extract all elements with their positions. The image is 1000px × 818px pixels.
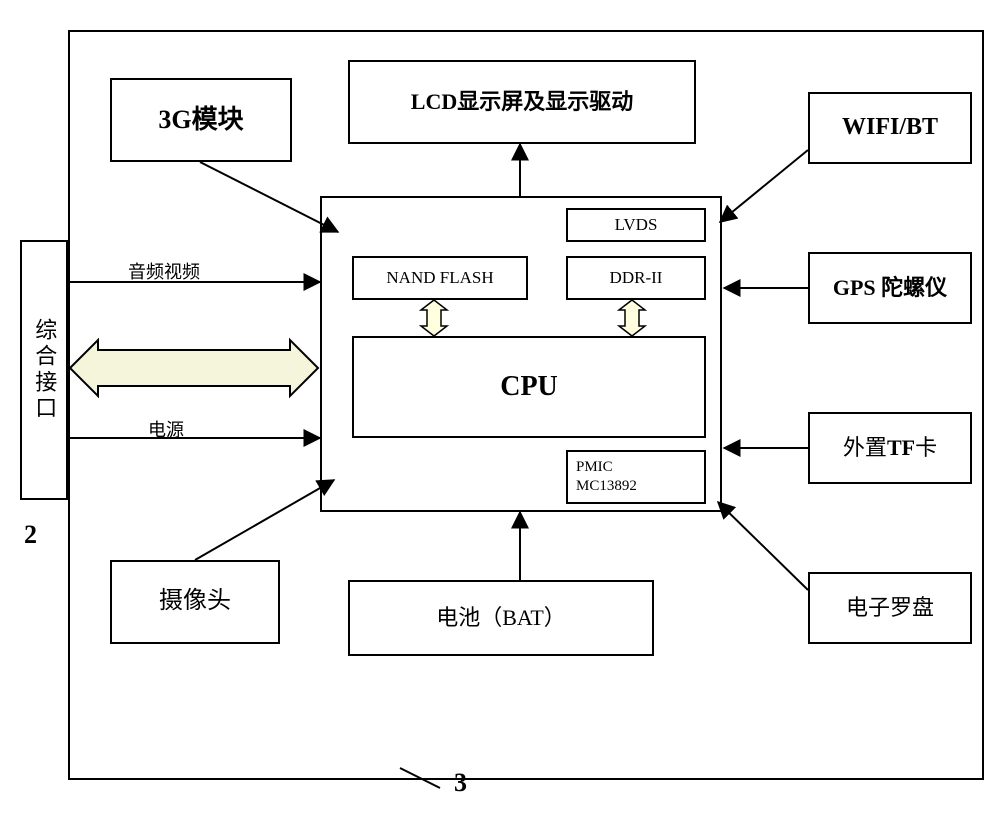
cpu-label: CPU xyxy=(500,369,558,405)
wifi-box: WIFI/BT xyxy=(808,92,972,164)
camera-box: 摄像头 xyxy=(110,560,280,644)
lvds-label: LVDS xyxy=(615,214,658,236)
nand-box: NAND FLASH xyxy=(352,256,528,300)
wifi-label: WIFI/BT xyxy=(842,112,938,143)
ddr-box: DDR-II xyxy=(566,256,706,300)
tf-label: 外置TF卡 xyxy=(843,434,937,463)
interface-box: 综合接口 xyxy=(20,240,68,500)
ref-2: 2 xyxy=(24,520,37,550)
pmic-label: PMIC MC13892 xyxy=(576,458,637,497)
battery-box: 电池（BAT） xyxy=(348,580,654,656)
interface-label: 综合接口 xyxy=(30,318,59,422)
data-label: 数据 xyxy=(188,356,228,385)
cpu-box: CPU xyxy=(352,336,706,438)
tf-box: 外置TF卡 xyxy=(808,412,972,484)
lcd-box: LCD显示屏及显示驱动 xyxy=(348,60,696,144)
camera-label: 摄像头 xyxy=(159,586,231,617)
nand-label: NAND FLASH xyxy=(386,267,493,289)
gps-label: GPS 陀螺仪 xyxy=(833,274,947,303)
pmic-box: PMIC MC13892 xyxy=(566,450,706,504)
compass-label: 电子罗盘 xyxy=(846,594,934,623)
module-3g: 3G模块 xyxy=(110,78,292,162)
lcd-label: LCD显示屏及显示驱动 xyxy=(411,88,633,117)
ref-3: 3 xyxy=(454,768,467,798)
battery-label: 电池（BAT） xyxy=(436,604,566,633)
lvds-box: LVDS xyxy=(566,208,706,242)
compass-box: 电子罗盘 xyxy=(808,572,972,644)
audio-video-label: 音频视频 xyxy=(128,258,200,284)
ddr-label: DDR-II xyxy=(610,267,663,289)
gps-box: GPS 陀螺仪 xyxy=(808,252,972,324)
power-label: 电源 xyxy=(148,416,184,442)
module-3g-label: 3G模块 xyxy=(158,103,243,137)
